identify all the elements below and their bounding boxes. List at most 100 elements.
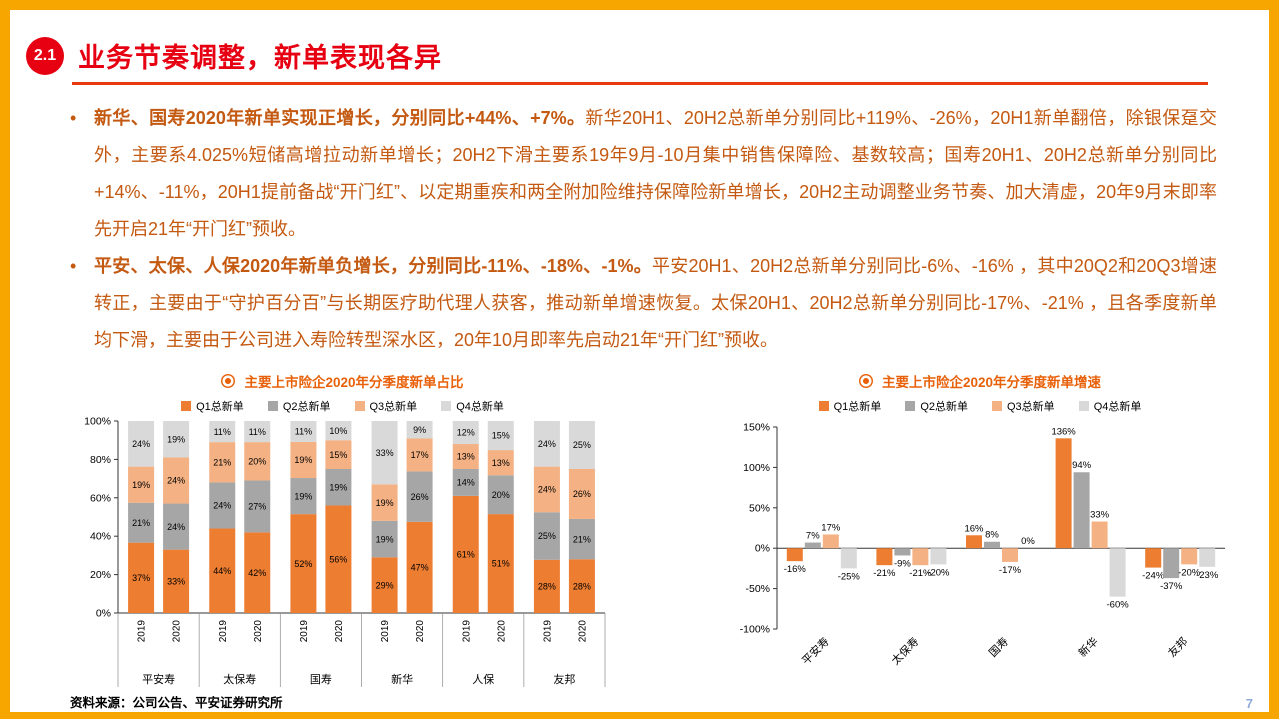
right-chart-title-row: 主要上市险企2020年分季度新单增速 <box>725 370 1235 392</box>
bar-segment <box>290 514 317 613</box>
left-chart-legend: Q1总新单 Q2总新单 Q3总新单 Q4总新单 <box>70 397 615 415</box>
page-number: 7 <box>1245 696 1253 711</box>
bar-segment <box>568 469 595 519</box>
bullet-item-1: 新华、国寿2020年新单实现正增长，分别同比+44%、+7%。新华20H1、20… <box>62 100 1217 248</box>
segment-label: 42% <box>248 568 266 578</box>
segment-label: 20% <box>492 490 510 500</box>
legend-swatch <box>354 401 365 411</box>
bar-segment <box>325 469 352 506</box>
value-label: 17% <box>821 522 841 533</box>
segment-label: 27% <box>248 502 266 512</box>
year-label: 2020 <box>577 620 588 643</box>
company-label: 新华 <box>1075 634 1100 659</box>
value-label: -17% <box>999 565 1022 576</box>
legend-label: Q2总新单 <box>920 401 968 413</box>
year-label: 2019 <box>137 620 148 643</box>
segment-label: 44% <box>213 566 231 576</box>
bar-segment <box>128 421 155 467</box>
value-label: -60% <box>1107 600 1130 611</box>
value-label: 0% <box>1021 536 1035 547</box>
value-label: -20% <box>1178 567 1201 578</box>
bar <box>1109 548 1126 597</box>
company-label: 新华 <box>391 672 413 686</box>
segment-label: 26% <box>573 489 591 499</box>
bar-segment <box>244 421 271 443</box>
segment-label: 21% <box>573 534 591 544</box>
bar-segment <box>371 421 398 485</box>
value-label: 136% <box>1051 426 1076 437</box>
segment-label: 19% <box>294 491 312 501</box>
segment-label: 56% <box>329 554 347 564</box>
bar <box>912 548 929 566</box>
segment-label: 11% <box>249 427 266 437</box>
bar <box>840 548 857 569</box>
bar <box>822 534 839 549</box>
company-label: 太保寿 <box>888 634 921 667</box>
bullet-2-lead: 平安、太保、人保2020年新单负增长，分别同比-11%、-18%、-1%。 <box>94 256 652 276</box>
y-axis-label: 150% <box>743 422 770 434</box>
grouped-bar-chart: -100% -50% 0% 50% 100% 150% -16% 7%17% -25% 平安寿 -2… <box>740 422 1225 667</box>
segment-label: 17% <box>411 450 429 460</box>
bullseye-icon <box>221 374 236 388</box>
y-axis-label: -100% <box>740 624 770 636</box>
value-label: -20% <box>927 567 950 578</box>
bar-segment <box>290 421 317 442</box>
segment-label: 19% <box>132 480 150 490</box>
y-axis-label: 0% <box>96 608 111 620</box>
segment-label: 13% <box>457 452 475 462</box>
source-note: 资料来源：公司公告、平安证券研究所 <box>70 696 283 710</box>
bar-segment <box>244 442 271 481</box>
year-label: 2019 <box>218 620 229 643</box>
legend-item: Q1总新单 <box>181 398 244 414</box>
segment-label: 24% <box>167 522 185 532</box>
segment-label: 21% <box>132 518 150 528</box>
legend-swatch <box>441 401 452 411</box>
value-label: -16% <box>784 564 807 575</box>
year-label: 2020 <box>253 620 264 643</box>
bar <box>876 548 893 566</box>
bar <box>930 548 947 565</box>
right-chart-title: 主要上市险企2020年分季度新单增速 <box>881 375 1102 390</box>
segment-label: 29% <box>376 580 394 590</box>
value-label: 94% <box>1072 460 1092 471</box>
bar-segment <box>209 482 236 529</box>
segment-label: 24% <box>167 476 185 486</box>
bar <box>1163 548 1180 579</box>
bar-segment <box>128 502 155 543</box>
company-label: 友邦 <box>1165 634 1190 659</box>
segment-label: 19% <box>294 455 312 465</box>
company-label: 平安寿 <box>142 672 175 686</box>
bar-segment <box>371 557 398 613</box>
segment-label: 28% <box>573 581 591 591</box>
left-chart-title: 主要上市险企2020年分季度新单占比 <box>244 375 464 390</box>
bar <box>894 548 911 556</box>
bar-segment <box>452 421 479 445</box>
bar-segment <box>568 421 595 469</box>
bar-segment <box>290 478 317 515</box>
bar-segment <box>128 466 155 503</box>
company-label: 人保 <box>472 672 494 686</box>
segment-label: 19% <box>376 534 394 544</box>
bar-segment <box>406 521 433 613</box>
y-axis-label: -50% <box>745 583 770 595</box>
segment-label: 37% <box>132 573 150 583</box>
y-axis-label: 100% <box>84 416 111 428</box>
legend-swatch <box>818 401 829 411</box>
company-label: 国寿 <box>310 672 332 686</box>
segment-label: 24% <box>132 439 150 449</box>
bar-segment <box>568 559 595 613</box>
bar-segment <box>487 514 514 613</box>
segment-label: 15% <box>329 450 347 460</box>
year-label: 2020 <box>172 620 183 643</box>
y-axis-label: 0% <box>755 543 770 555</box>
segment-label: 19% <box>329 482 347 492</box>
segment-label: 24% <box>538 439 556 449</box>
legend-item: Q1总新单 <box>818 398 881 414</box>
segment-label: 25% <box>538 531 556 541</box>
bar-segment <box>163 457 190 504</box>
segment-label: 13% <box>492 458 510 468</box>
bar-segment <box>533 512 560 560</box>
bar-segment <box>406 471 433 522</box>
segment-label: 25% <box>573 440 591 450</box>
bar <box>786 548 803 562</box>
